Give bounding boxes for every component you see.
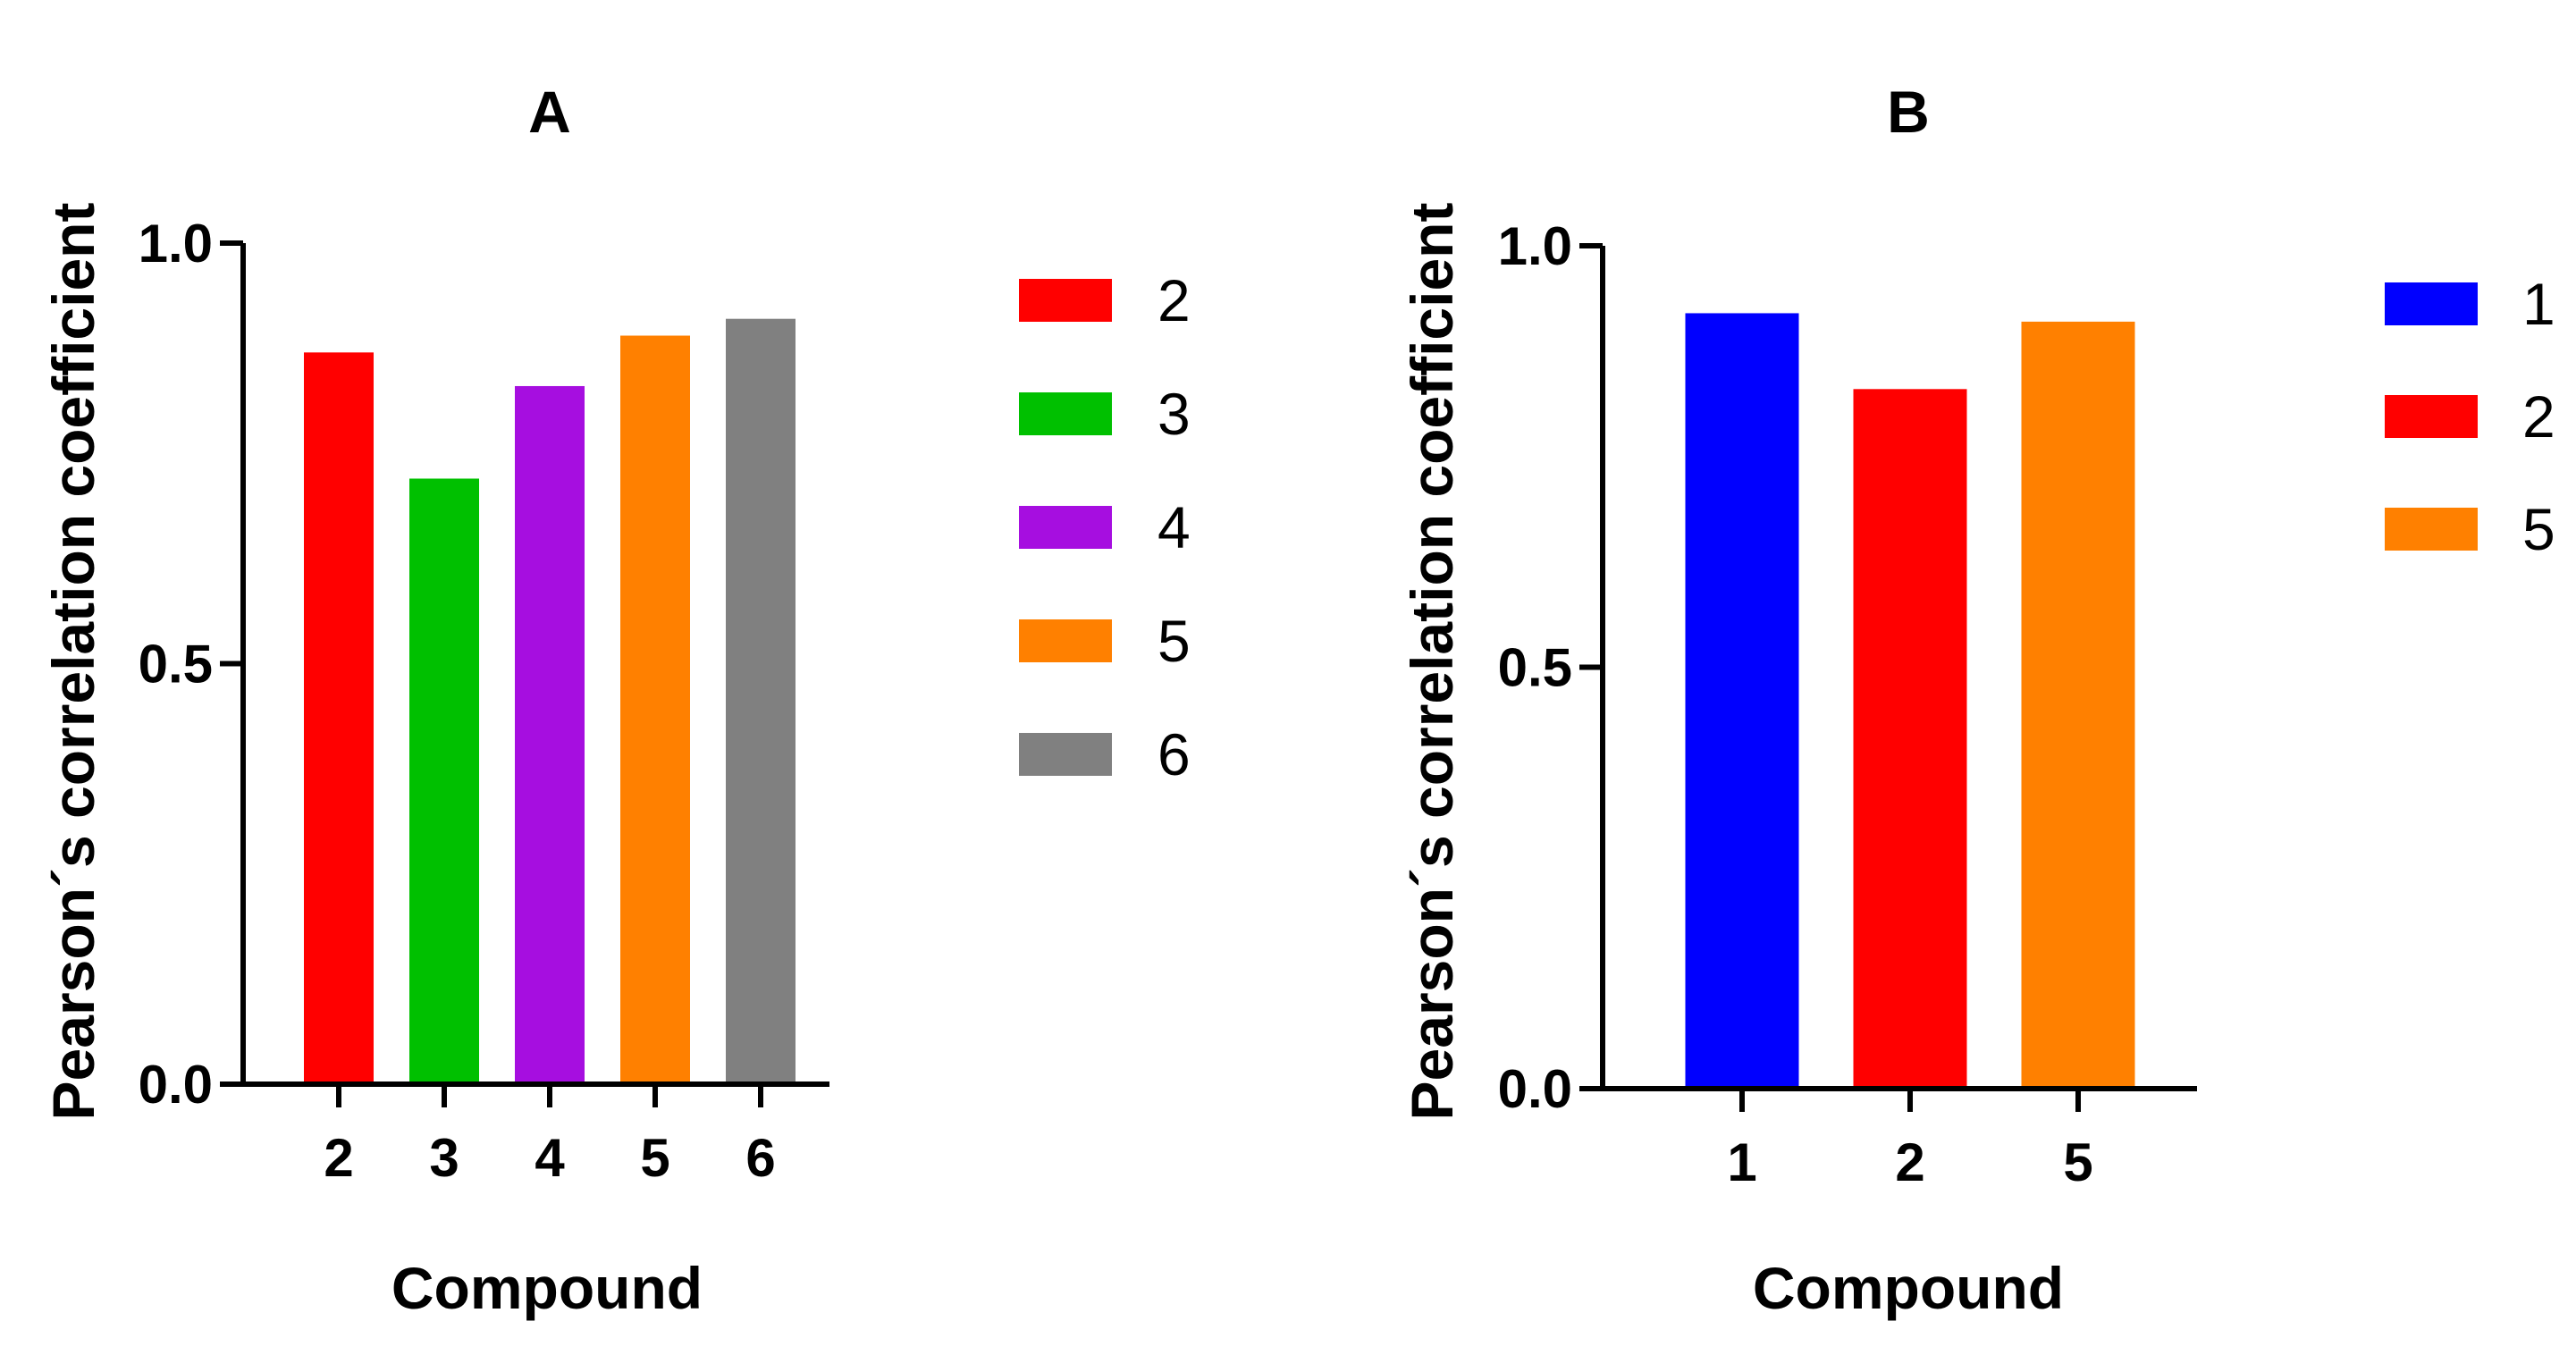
legend: 2 3 4 5 6 [1019,267,1191,787]
y-ticks: 0.0 0.5 1.0 [1498,216,1603,1119]
panel-title: A [528,79,571,145]
x-tick-label: 5 [2063,1132,2092,1192]
y-ticks: 0.0 0.5 1.0 [139,214,243,1115]
legend-swatch-3 [1019,392,1112,435]
legend-swatch-5 [1019,619,1112,662]
y-axis-label: Pearson´s correlation coefficient [40,202,106,1120]
panel-title: B [1887,79,1930,145]
bar-2 [304,352,374,1085]
bar-group [1685,313,2135,1089]
bar-2 [1853,389,1967,1089]
x-ticks: 1 2 5 [1727,1089,2093,1192]
legend-label: 2 [2522,383,2555,450]
legend-label: 3 [1158,381,1191,447]
legend-swatch-6 [1019,733,1112,776]
y-tick-label: 1.0 [1498,216,1572,276]
x-axis-label: Compound [1753,1255,2064,1321]
legend-swatch-2 [1019,279,1112,322]
legend-label: 5 [2522,496,2555,562]
bar-1 [1685,313,1799,1089]
legend-swatch-2 [2385,395,2478,438]
x-tick-label: 1 [1727,1132,1756,1192]
legend-label: 5 [1158,608,1191,674]
x-tick-label: 6 [745,1128,775,1188]
y-tick-label: 0.5 [1498,638,1572,698]
y-tick-label: 1.0 [139,214,213,274]
x-tick-label: 2 [1895,1132,1924,1192]
x-tick-label: 3 [429,1128,459,1188]
legend-label: 4 [1158,494,1191,560]
legend-swatch-1 [2385,282,2478,325]
bar-5 [2021,321,2135,1089]
panel-a: A Pearson´s correlation coefficient Comp… [40,79,1191,1321]
x-axis-label: Compound [391,1255,703,1321]
y-axis-label: Pearson´s correlation coefficient [1399,202,1465,1120]
bar-6 [726,318,796,1084]
legend-label: 6 [1158,721,1191,787]
legend-label: 1 [2522,271,2555,337]
legend-swatch-5 [2385,508,2478,551]
legend-swatch-4 [1019,506,1112,549]
x-ticks: 2 3 4 5 6 [324,1084,776,1188]
bar-4 [515,385,585,1085]
panel-b: B Pearson´s correlation coefficient Comp… [1399,79,2555,1321]
legend-label: 2 [1158,267,1191,333]
x-tick-label: 4 [535,1128,565,1188]
bar-3 [409,478,479,1084]
y-tick-label: 0.5 [139,635,213,694]
y-tick-label: 0.0 [1498,1059,1572,1119]
legend: 1 2 5 [2385,271,2555,562]
bar-group [304,318,796,1085]
bar-5 [620,335,690,1084]
x-tick-label: 2 [324,1128,353,1188]
x-tick-label: 5 [640,1128,669,1188]
y-tick-label: 0.0 [139,1055,213,1115]
